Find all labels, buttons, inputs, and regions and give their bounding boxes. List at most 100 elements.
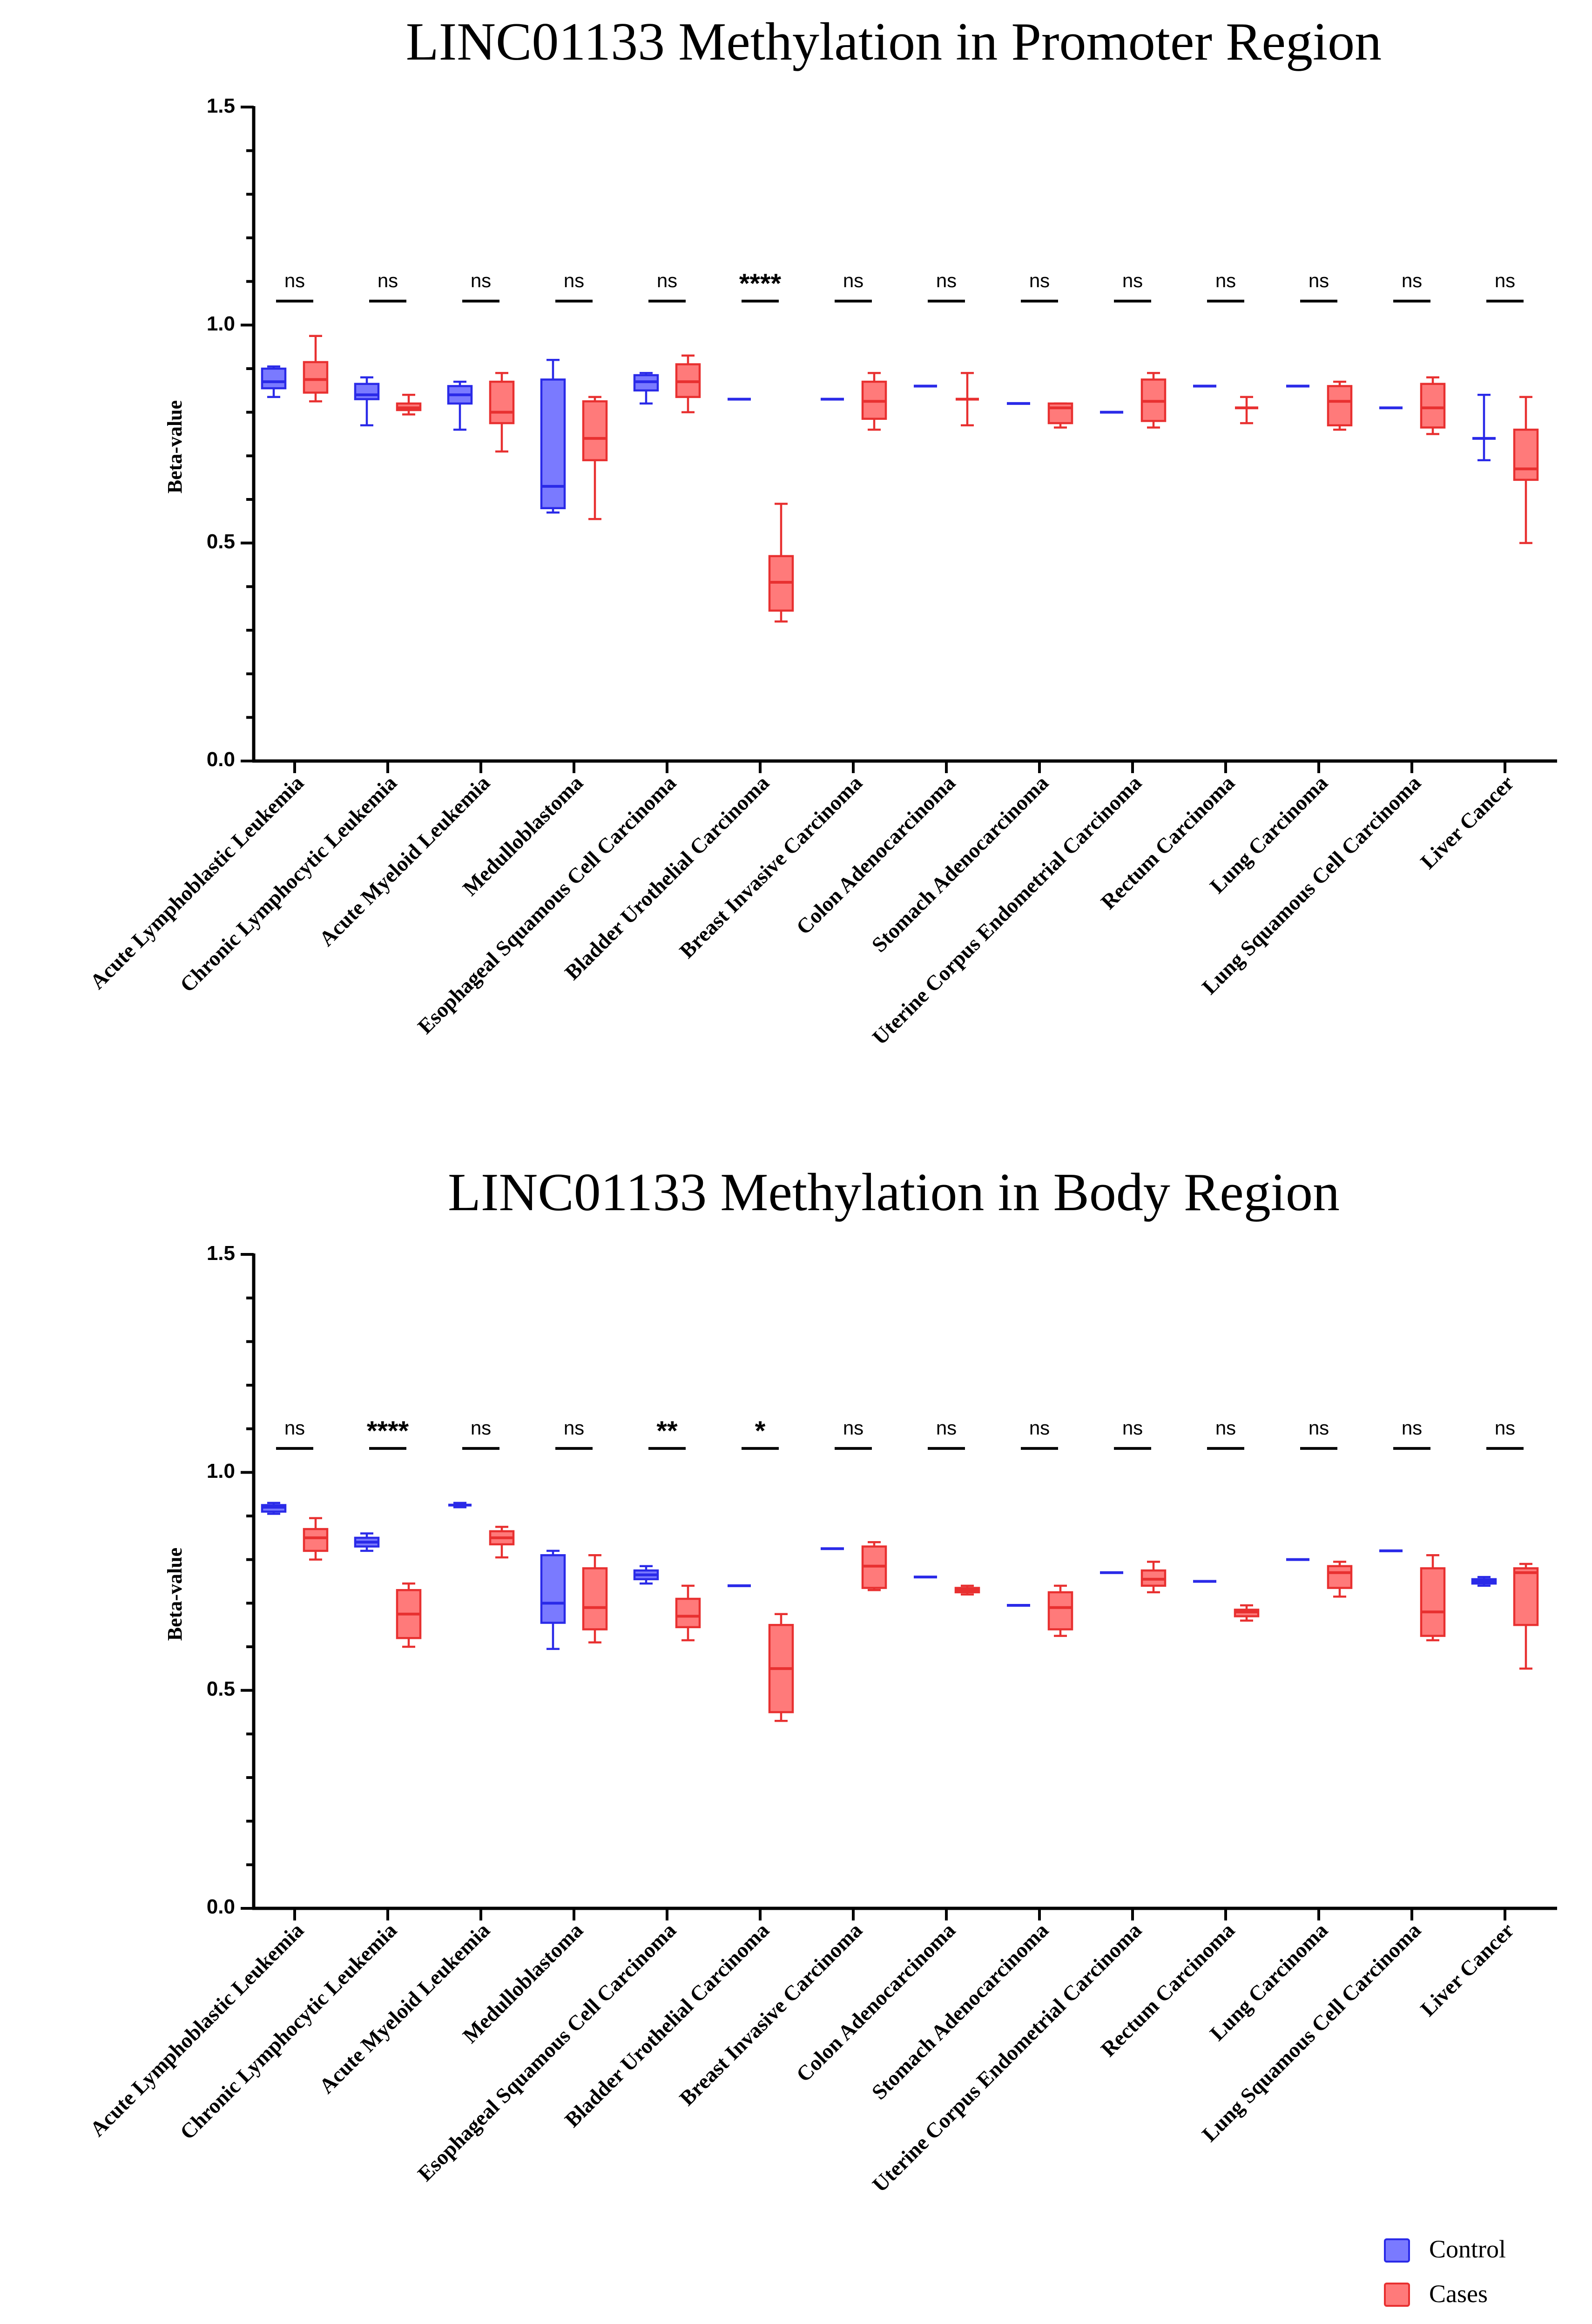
cases-box bbox=[1140, 1561, 1167, 1594]
significance-label: ns bbox=[1402, 1417, 1422, 1439]
axes bbox=[241, 106, 1557, 773]
y-tick-label: 0.5 bbox=[207, 530, 235, 553]
significance-label: ns bbox=[1215, 1417, 1236, 1439]
cases-box bbox=[861, 1541, 887, 1591]
iqr-box bbox=[1047, 1591, 1073, 1630]
significance-label: ns bbox=[471, 269, 491, 291]
y-tick-label: 1.0 bbox=[207, 312, 235, 335]
iqr-box bbox=[354, 383, 380, 400]
x-tick-label: Breast Invasive Carcinoma bbox=[675, 771, 867, 963]
significance-label: ns bbox=[843, 269, 863, 291]
y-axis-label: Beta-value bbox=[163, 400, 186, 493]
control-box bbox=[633, 372, 659, 405]
cases-box bbox=[1047, 1584, 1073, 1637]
cases-box bbox=[1327, 380, 1353, 431]
cases-box bbox=[768, 503, 794, 623]
iqr-box bbox=[261, 367, 287, 390]
significance-label: ns bbox=[1309, 269, 1329, 291]
y-tick-label: 0.0 bbox=[207, 1895, 235, 1918]
iqr-box bbox=[675, 1597, 701, 1629]
cases-box bbox=[303, 1517, 329, 1561]
cases-box bbox=[1513, 396, 1539, 544]
significance-label: ns bbox=[1215, 269, 1236, 291]
x-tick-label: Breast Invasive Carcinoma bbox=[675, 1918, 867, 2110]
significance-label: ns bbox=[1402, 269, 1422, 291]
y-axis-label: Beta-value bbox=[163, 1548, 186, 1641]
y-tick-labels: 0.0 0.5 1.0 1.5 bbox=[207, 1242, 235, 1918]
x-tick-label: Stomach Adenocarcinoma bbox=[867, 771, 1053, 957]
cases-box bbox=[582, 1554, 608, 1644]
x-tick-label: Bladder Urothelial Carcinoma bbox=[560, 1918, 774, 2132]
control-box bbox=[540, 1549, 566, 1650]
significance-label: ** bbox=[656, 1416, 678, 1446]
iqr-box bbox=[1420, 1567, 1446, 1637]
cases-box bbox=[1420, 1554, 1446, 1642]
significance-label: ns bbox=[564, 1417, 584, 1439]
iqr-box bbox=[1327, 385, 1353, 427]
legend-label-cases: Cases bbox=[1429, 2280, 1488, 2308]
significance-label: ns bbox=[843, 1417, 863, 1439]
y-tick-labels: 0.0 0.5 1.0 1.5 bbox=[207, 94, 235, 771]
x-tick-label: Acute Myeloid Leukemia bbox=[314, 771, 494, 951]
legend-swatch-cases bbox=[1384, 2283, 1410, 2307]
legend-swatch-control bbox=[1384, 2238, 1410, 2263]
control-box bbox=[1471, 1576, 1497, 1587]
significance-label: ns bbox=[284, 1417, 305, 1439]
x-tick-label: Bladder Urothelial Carcinoma bbox=[560, 771, 774, 984]
cases-box bbox=[675, 1584, 701, 1642]
cases-box bbox=[1327, 1561, 1353, 1598]
cases-box bbox=[1235, 396, 1258, 424]
iqr-box bbox=[1513, 428, 1539, 481]
significance-label: ns bbox=[1122, 1417, 1143, 1439]
x-tick-label: Colon Adenocarcinoma bbox=[791, 771, 960, 939]
y-tick-label: 1.5 bbox=[207, 1242, 235, 1265]
y-tick-label: 0.5 bbox=[207, 1677, 235, 1700]
y-tick-label: 1.0 bbox=[207, 1460, 235, 1482]
cases-box bbox=[954, 1584, 980, 1596]
significance-label: ns bbox=[1495, 1417, 1515, 1439]
cases-box bbox=[303, 335, 329, 403]
control-box bbox=[261, 365, 287, 398]
cases-box bbox=[396, 393, 422, 416]
control-box bbox=[261, 1502, 287, 1515]
box-plots bbox=[261, 1502, 1539, 1722]
box-plots bbox=[261, 335, 1539, 623]
significance-label: ns bbox=[471, 1417, 491, 1439]
iqr-box bbox=[582, 1567, 608, 1630]
iqr-box bbox=[489, 380, 515, 424]
iqr-box bbox=[1420, 383, 1446, 429]
significance-label: ns bbox=[1122, 269, 1143, 291]
chart-title: LINC01133 Methylation in Promoter Region bbox=[406, 12, 1382, 72]
control-box bbox=[447, 380, 473, 431]
control-box bbox=[633, 1565, 659, 1585]
chart-title: LINC01133 Methylation in Body Region bbox=[448, 1163, 1340, 1222]
legend-label-control: Control bbox=[1429, 2235, 1506, 2263]
cases-box bbox=[1140, 372, 1167, 429]
significance-label: **** bbox=[739, 269, 782, 299]
control-box bbox=[448, 1502, 472, 1509]
x-tick-label: Stomach Adenocarcinoma bbox=[867, 1918, 1053, 2104]
cases-box bbox=[489, 1526, 515, 1559]
significance-label: ns bbox=[936, 1417, 957, 1439]
iqr-box bbox=[1047, 402, 1073, 424]
iqr-box bbox=[540, 378, 566, 509]
cases-box bbox=[768, 1613, 794, 1722]
x-tick-label: Colon Adenocarcinoma bbox=[791, 1918, 960, 2087]
legend: Control Cases bbox=[1384, 2235, 1506, 2308]
cases-box bbox=[396, 1582, 422, 1648]
promoter-chart: LINC01133 Methylation in Promoter Region… bbox=[85, 12, 1557, 1049]
x-tick-label: Liver Cancer bbox=[1416, 771, 1518, 874]
iqr-box bbox=[1327, 1565, 1353, 1589]
significance-label: ns bbox=[1029, 1417, 1050, 1439]
y-tick-label: 0.0 bbox=[207, 748, 235, 771]
significance-label: **** bbox=[367, 1416, 409, 1446]
significance-label: ns bbox=[936, 269, 957, 291]
axes bbox=[241, 1253, 1557, 1920]
significance-markers: ns **** ns ns ** * ns ns ns ns ns ns ns ns bbox=[276, 1416, 1524, 1450]
iqr-box bbox=[303, 1528, 329, 1552]
significance-label: ns bbox=[564, 269, 584, 291]
cases-box bbox=[1420, 376, 1446, 435]
iqr-box bbox=[582, 400, 608, 461]
